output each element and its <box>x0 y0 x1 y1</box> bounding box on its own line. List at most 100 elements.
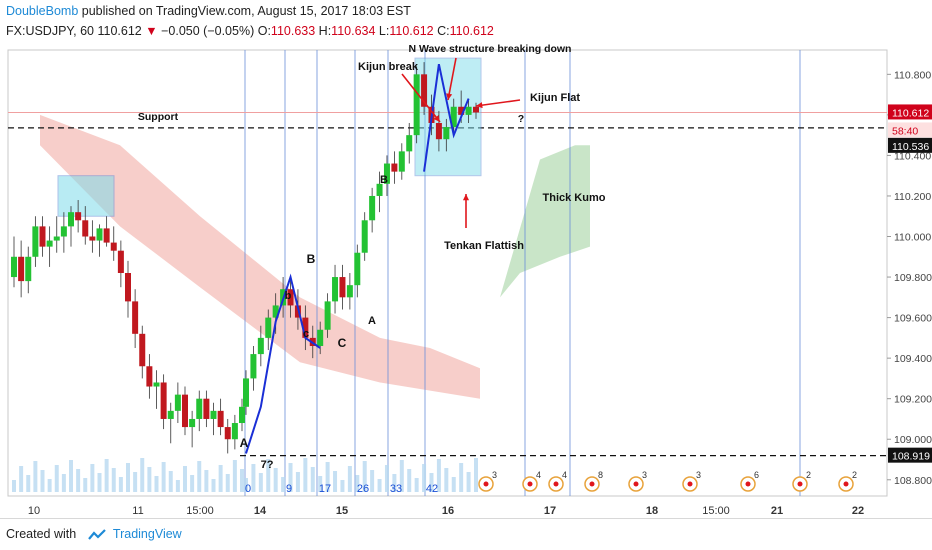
candle-body <box>167 410 174 419</box>
volume-bar <box>266 459 271 492</box>
footer-divider <box>0 518 932 519</box>
volume-bar <box>97 473 102 492</box>
event-dot-icon <box>589 481 595 487</box>
candle-body <box>332 277 339 302</box>
candle-body <box>203 398 210 419</box>
volume-bar <box>392 474 397 492</box>
tradingview-logo-icon <box>87 528 106 540</box>
candle-body <box>189 418 196 428</box>
annotation-label: 7? <box>261 459 274 471</box>
annotation-arrow <box>475 99 521 107</box>
annotation-label: b <box>285 290 292 302</box>
volume-bar <box>407 469 412 492</box>
tradingview-brand[interactable]: TradingView <box>112 527 182 541</box>
candle-body <box>239 406 245 424</box>
event-count: 3 <box>696 470 701 480</box>
volume-bar <box>204 470 209 492</box>
annotation-label: c <box>303 328 309 340</box>
annotation-label: A <box>368 315 376 327</box>
volume-bar <box>232 460 237 492</box>
candle-body <box>473 106 479 113</box>
candle-body <box>354 252 361 286</box>
volume-bar <box>26 475 31 492</box>
annotation-label: B <box>307 252 316 266</box>
cycle-label: 17 <box>319 483 331 495</box>
candle-body <box>125 273 131 302</box>
x-tick-label: 15:00 <box>186 505 214 517</box>
high-value: 110.634 <box>331 24 376 38</box>
volume-bar <box>429 473 434 492</box>
annotation-label: Kijun break <box>358 61 419 73</box>
volume-bar <box>303 458 308 492</box>
candle-body <box>11 256 17 278</box>
price-tag <box>888 104 932 120</box>
candle-body <box>139 333 146 367</box>
volume-bar <box>318 476 323 492</box>
volume-bar <box>399 460 404 492</box>
volume-bar <box>281 477 286 492</box>
event-dot-icon <box>553 481 559 487</box>
candle-body <box>18 256 25 282</box>
symbol-label: FX:USDJPY, 60 <box>6 24 95 38</box>
annotation-arrow <box>401 73 441 123</box>
volume-bar <box>325 462 330 492</box>
close-label: C: <box>437 24 450 38</box>
volume-bar <box>133 472 138 492</box>
publish-info: published on TradingView.com, August 15,… <box>81 4 411 18</box>
event-count: 8 <box>598 470 603 480</box>
candle-body <box>224 427 231 440</box>
high-label: H: <box>318 24 332 38</box>
annotation-label: C <box>338 336 347 350</box>
candle-body <box>117 250 124 273</box>
author-link[interactable]: DoubleBomb <box>6 4 79 18</box>
volume-bar <box>69 460 73 492</box>
volume-bar <box>251 464 256 492</box>
volume-bar <box>240 469 244 492</box>
volume-bar <box>347 466 352 492</box>
pattern-line <box>423 63 470 172</box>
candle-body <box>182 394 188 428</box>
event-dot-icon <box>745 481 751 487</box>
x-tick-label: 15:00 <box>702 505 730 517</box>
candle-body <box>376 183 383 196</box>
cycle-label: 26 <box>357 483 369 495</box>
arrow-head-icon <box>446 93 453 100</box>
price-tag <box>888 122 932 138</box>
candle-body <box>465 106 472 115</box>
price-chart[interactable]: 108.800 109.000 109.200 109.400 109.600 109.8… <box>0 44 932 518</box>
cycle-label: 42 <box>426 483 438 495</box>
cycle-label: 9 <box>286 483 292 495</box>
candle-body <box>272 305 279 318</box>
candle-body <box>339 277 346 298</box>
candle-body <box>96 228 103 241</box>
x-tick-label: 14 <box>254 505 267 517</box>
y-tick-label: 110.200 <box>894 191 931 203</box>
candle-body <box>391 163 398 172</box>
volume-bar <box>161 462 166 492</box>
open-label: O: <box>257 24 271 38</box>
event-count: 3 <box>492 470 497 480</box>
y-tick-label: 108.800 <box>894 475 932 487</box>
volume-bar <box>355 475 360 492</box>
candle-body <box>406 135 413 152</box>
footer: Created with TradingView <box>6 527 182 541</box>
annotation-label: Thick Kumo <box>543 192 606 204</box>
candle-body <box>324 301 331 330</box>
event-count: 2 <box>852 470 857 480</box>
volume-bar <box>258 473 263 492</box>
candle-body <box>250 354 257 379</box>
candle-body <box>174 394 181 411</box>
low-label: L: <box>378 24 390 38</box>
volume-bar <box>211 479 216 492</box>
volume-bar <box>140 458 145 492</box>
price-tag <box>888 137 932 153</box>
volume-bar <box>47 479 52 492</box>
volume-bar <box>83 478 88 492</box>
event-dot-icon <box>527 481 533 487</box>
volume-bar <box>12 480 16 492</box>
volume-bar <box>76 469 81 492</box>
price-change: −0.050 (−0.05%) <box>161 24 255 38</box>
bearish-kumo <box>40 114 480 399</box>
candle-body <box>287 289 294 306</box>
annotation-label: Kijun Flat <box>530 92 580 104</box>
